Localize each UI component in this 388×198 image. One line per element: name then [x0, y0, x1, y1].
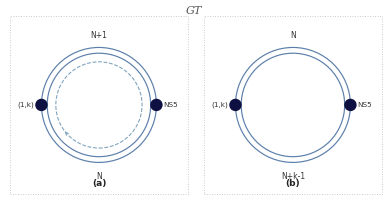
Text: N+k-1: N+k-1 [281, 172, 305, 181]
Text: (a): (a) [92, 179, 106, 188]
Text: GT: GT [186, 6, 202, 16]
Text: N+1: N+1 [90, 30, 107, 40]
Text: N: N [96, 172, 102, 181]
Text: (1,k): (1,k) [211, 102, 228, 108]
Point [38, 103, 45, 107]
Text: (b): (b) [286, 179, 300, 188]
Text: NS5: NS5 [164, 102, 178, 108]
Text: N: N [290, 30, 296, 40]
Point [232, 103, 239, 107]
Point [153, 103, 159, 107]
Text: (1,k): (1,k) [17, 102, 34, 108]
Text: NS5: NS5 [358, 102, 372, 108]
Point [347, 103, 353, 107]
